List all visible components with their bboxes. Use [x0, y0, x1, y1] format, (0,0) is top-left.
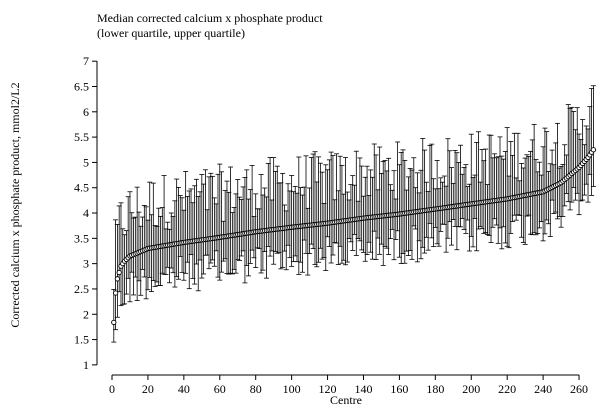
- median-point: [111, 319, 117, 326]
- x-tick-label: 100: [283, 382, 301, 396]
- x-tick-label: 80: [250, 382, 262, 396]
- median-point: [116, 269, 122, 276]
- y-tick-label: 6: [83, 105, 89, 119]
- x-tick-label: 180: [426, 382, 444, 396]
- y-tick-label: 5: [83, 155, 89, 169]
- median-point: [112, 290, 119, 296]
- y-tick-label: 4.5: [74, 181, 89, 195]
- y-tick-label: 2.5: [74, 282, 89, 296]
- y-axis-label: Corrected calcium x phosphate product, m…: [8, 82, 22, 327]
- axes: 1 1.5 2 2.5 3 3.5 4 4.5 5 5.5 6 6.5 7 0 20 40 60 80 100 120…: [74, 54, 588, 396]
- x-tick-label: 120: [319, 382, 337, 396]
- median-point: [590, 147, 597, 153]
- x-tick-label: 40: [178, 382, 190, 396]
- x-tick-label: 220: [498, 382, 516, 396]
- y-tick-label: 1: [83, 358, 89, 372]
- y-tick-label: 4: [83, 206, 89, 220]
- y-tick-label: 5.5: [74, 130, 89, 144]
- chart-title: Median corrected calcium x phosphate pro…: [97, 11, 323, 25]
- x-tick-label: 0: [109, 382, 115, 396]
- median-point: [114, 276, 121, 282]
- error-bars: [111, 85, 596, 343]
- y-tick-label: 1.5: [74, 333, 89, 347]
- y-tick-label: 2: [83, 307, 89, 321]
- x-tick-label: 20: [142, 382, 154, 396]
- median-points: [111, 147, 597, 326]
- y-tick-label: 7: [83, 54, 89, 68]
- x-tick-label: 200: [462, 382, 480, 396]
- y-tick-label: 3.5: [74, 231, 89, 245]
- y-tick-label: 3: [83, 257, 89, 271]
- x-tick-label: 60: [214, 382, 226, 396]
- x-tick-label: 240: [534, 382, 552, 396]
- y-tick-label: 6.5: [74, 79, 89, 93]
- x-tick-label: 260: [570, 382, 588, 396]
- x-tick-label: 160: [390, 382, 408, 396]
- x-axis-label: Centre: [330, 393, 362, 407]
- x-tick-label: 140: [354, 382, 372, 396]
- chart-subtitle: (lower quartile, upper quartile): [97, 26, 245, 40]
